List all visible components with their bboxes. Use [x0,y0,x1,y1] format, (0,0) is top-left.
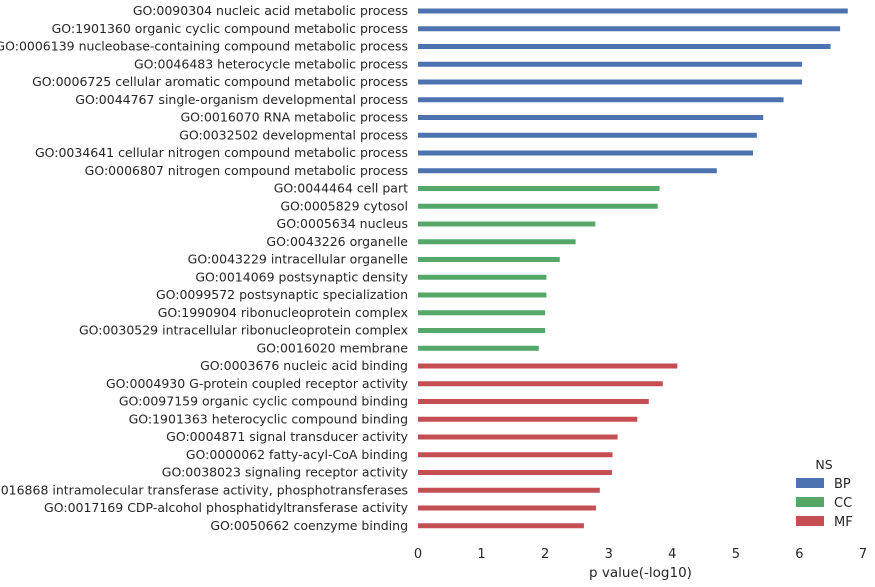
category-label: GO:0032502 developmental process [179,127,408,142]
category-label: GO:0090304 nucleic acid metabolic proces… [133,3,408,18]
category-label: GO:0044464 cell part [274,181,408,196]
legend-swatch [796,478,824,488]
category-label: GO:1901363 heterocyclic compound binding [129,411,408,426]
x-tick-label: 7 [859,547,867,562]
bar [418,61,802,67]
x-tick-label: 3 [605,547,613,562]
bar [418,168,717,174]
category-label: GO:0003676 nucleic acid binding [200,358,408,373]
category-labels-layer: GO:0090304 nucleic acid metabolic proces… [0,3,409,533]
category-label: GO:0006725 cellular aromatic compound me… [32,74,408,89]
category-label: GO:0006807 nitrogen compound metabolic p… [85,163,408,178]
category-label: GO:0044767 single-organism developmental… [75,92,408,107]
bar [418,79,802,85]
category-label: GO:0030529 intracellular ribonucleoprote… [79,323,408,338]
category-label: GO:1990904 ribonucleoprotein complex [158,305,408,320]
category-label: GO:0043229 intracellular organelle [188,252,409,267]
bar [418,203,658,209]
category-label: GO:0034641 cellular nitrogen compound me… [35,145,408,160]
category-label: GO:0017169 CDP-alcohol phosphatidyltrans… [44,500,409,515]
category-label: GO:0005634 nucleus [277,216,408,231]
x-tick-label: 0 [414,547,422,562]
bar [418,523,584,529]
legend-label: BP [834,477,851,492]
bar [418,399,649,404]
category-label: GO:0099572 postsynaptic specialization [156,287,408,302]
legend-swatch [796,516,824,526]
bar [418,239,576,245]
legend-swatch [796,497,824,507]
bar [418,434,618,440]
bar [418,257,560,262]
category-label: GO:0000062 fatty-acyl-CoA binding [186,447,408,462]
category-label: GO:0004871 signal transducer activity [166,429,408,444]
bar [418,487,600,493]
bar [418,44,831,49]
bar [418,186,660,191]
bar [418,452,613,458]
x-tick-label: 1 [477,547,485,562]
bar [418,310,546,316]
category-label: GO:0050662 coenzyme binding [210,518,408,533]
category-label: GO:0004930 G-protein coupled receptor ac… [106,376,409,391]
bar [418,470,612,475]
category-label: GO:0016868 intramolecular transferase ac… [0,482,408,497]
category-label: GO:0006139 nucleobase-containing compoun… [0,39,408,54]
bar [418,345,539,351]
x-tick-label: 5 [732,547,740,562]
bar [418,274,547,280]
category-label: GO:0038023 signaling receptor activity [162,465,409,480]
bar [418,132,757,138]
bar [418,97,784,103]
bar [418,505,596,511]
x-tick-label: 4 [668,547,676,562]
x-axis-label: p value(-log10) [589,565,692,581]
category-label: GO:0014069 postsynaptic density [195,269,408,284]
x-tick-label: 2 [541,547,549,562]
bar [418,115,764,120]
category-label: GO:0016020 membrane [256,340,408,355]
legend-title: NS [815,457,832,472]
legend: NS BP CC MF [796,457,853,530]
bar [418,26,841,32]
category-label: GO:0016070 RNA metabolic process [180,110,408,125]
bar [418,292,547,298]
bar [418,416,638,422]
x-ticks-layer: 0 1 2 3 4 5 6 7 [414,547,867,562]
category-label: GO:1901360 organic cyclic compound metab… [52,21,408,36]
legend-label: CC [834,496,852,511]
bar [418,328,546,333]
bar [418,381,663,387]
legend-label: MF [834,515,853,530]
category-label: GO:0097159 organic cyclic compound bindi… [119,394,408,409]
bar [418,221,596,227]
bar [418,150,754,156]
category-label: GO:0043226 organelle [266,234,408,249]
bar [418,8,848,14]
x-tick-label: 6 [795,547,803,562]
bar [418,363,678,369]
category-label: GO:0046483 heterocycle metabolic process [134,56,408,71]
bars-layer [418,8,848,529]
category-label: GO:0005829 cytosol [280,198,408,213]
